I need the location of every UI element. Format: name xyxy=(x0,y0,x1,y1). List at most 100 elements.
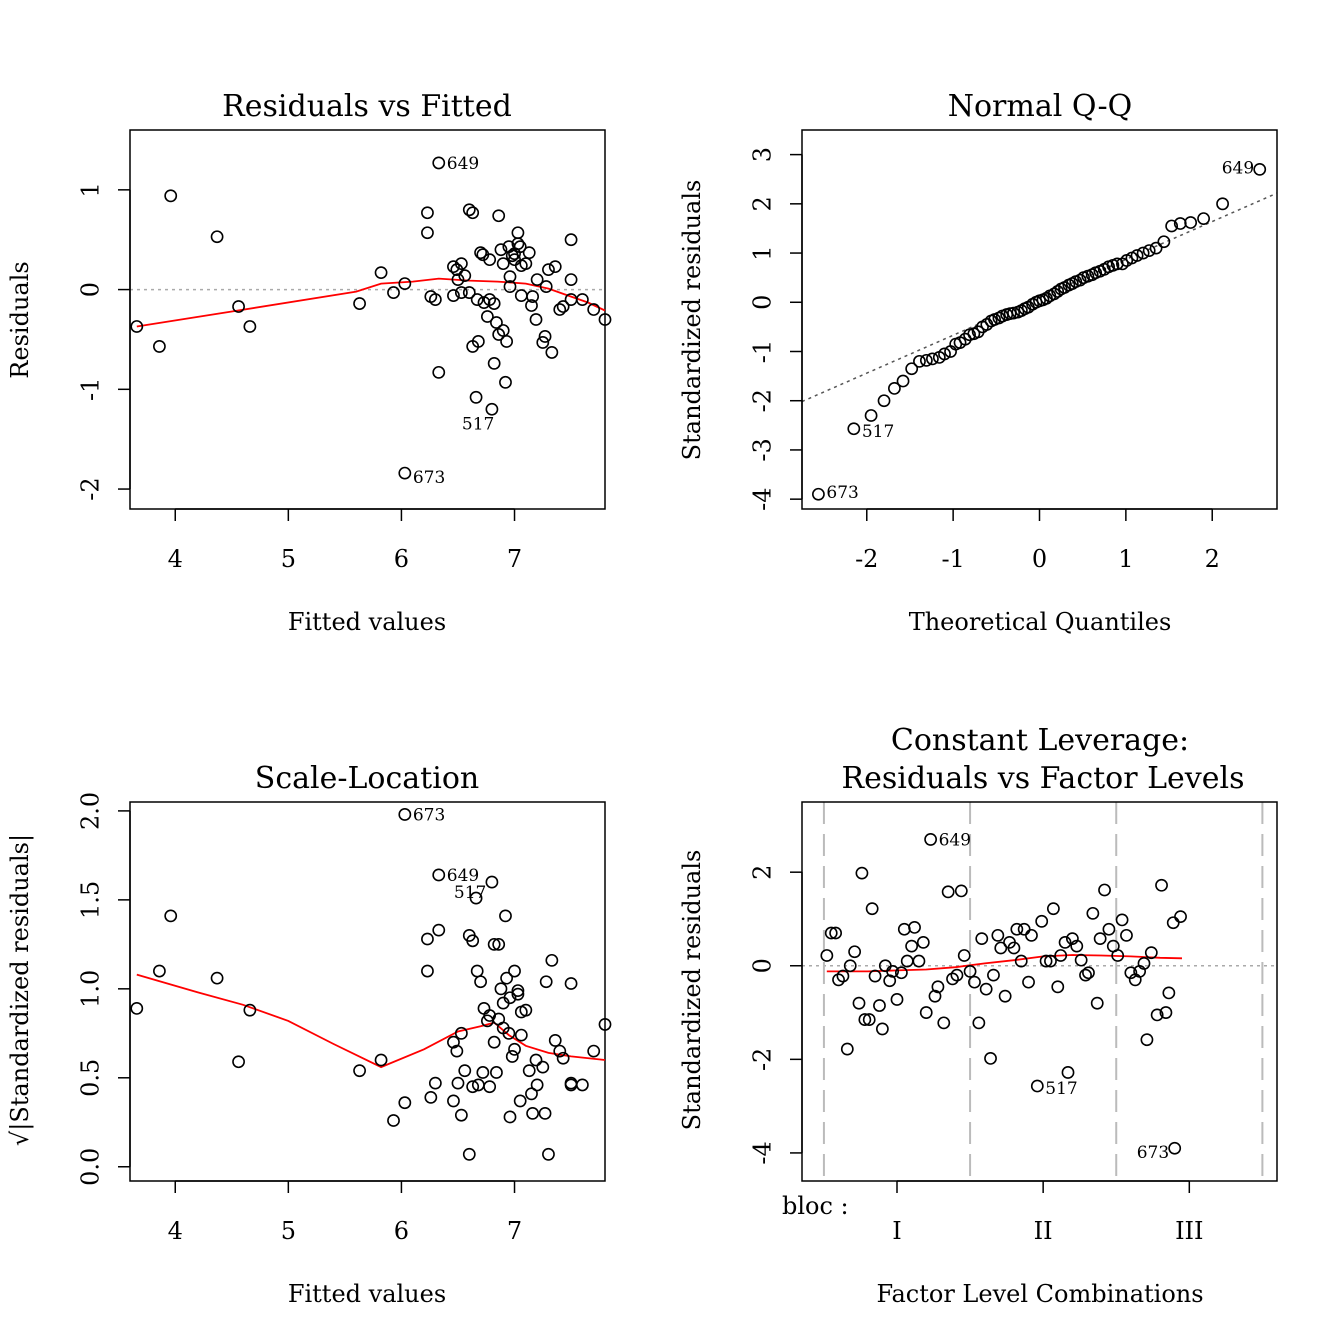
data-point xyxy=(912,954,926,968)
y-tick-label: 3 xyxy=(749,147,777,162)
data-point xyxy=(398,277,412,290)
data-point xyxy=(968,975,981,989)
smoother-line xyxy=(136,973,606,1069)
x-tick-label: 7 xyxy=(507,545,522,573)
data-point xyxy=(539,975,553,989)
data-point xyxy=(556,300,570,313)
data-point xyxy=(913,354,926,368)
data-point xyxy=(487,1035,501,1049)
data-point xyxy=(888,382,901,395)
data-point xyxy=(1070,939,1084,953)
data-point xyxy=(458,269,472,283)
data-point xyxy=(483,293,497,306)
y-axis-label: Standardized residuals xyxy=(678,850,706,1131)
data-point xyxy=(905,939,919,953)
data-point xyxy=(1073,273,1087,287)
data-point xyxy=(941,885,955,899)
data-point xyxy=(470,293,484,306)
data-point xyxy=(896,374,910,388)
data-point xyxy=(492,937,506,951)
y-tick-label: 0 xyxy=(77,282,105,297)
y-axis-label: Residuals xyxy=(6,261,34,378)
data-point xyxy=(916,935,930,949)
data-point xyxy=(470,964,484,978)
data-point xyxy=(1093,932,1107,946)
data-point xyxy=(398,808,412,821)
data-point xyxy=(474,246,487,260)
data-point xyxy=(374,266,388,280)
data-point xyxy=(485,875,499,889)
point-id-label: 649 xyxy=(1222,158,1254,178)
data-point xyxy=(232,300,245,313)
data-point xyxy=(998,989,1012,1003)
data-point xyxy=(505,1050,519,1063)
data-point xyxy=(387,1114,400,1127)
data-point xyxy=(1025,928,1038,942)
data-point xyxy=(575,1078,589,1092)
data-point xyxy=(820,949,834,962)
panel-title: Residuals vs Fitted xyxy=(222,89,512,124)
data-point xyxy=(931,980,945,994)
data-point xyxy=(1115,913,1129,927)
data-point xyxy=(469,891,483,905)
data-point xyxy=(994,941,1008,955)
data-point xyxy=(432,923,446,937)
data-point xyxy=(938,347,951,361)
x-axis-label: Fitted values xyxy=(288,608,446,636)
data-point xyxy=(1014,954,1028,968)
y-tick-label: 1.0 xyxy=(77,970,105,1008)
data-point xyxy=(538,330,552,343)
data-point xyxy=(1082,966,1095,980)
y-tick-label: 2.0 xyxy=(77,792,105,830)
data-point xyxy=(1253,162,1267,176)
data-point xyxy=(564,233,578,247)
data-point xyxy=(987,968,1000,982)
factor-level-label: III xyxy=(1175,1217,1203,1245)
data-point xyxy=(548,260,562,274)
data-point xyxy=(164,189,178,203)
data-point xyxy=(462,203,476,217)
data-point xyxy=(1174,910,1187,924)
data-point xyxy=(1157,235,1171,249)
data-point xyxy=(926,352,939,366)
data-point xyxy=(542,263,555,277)
data-point xyxy=(1074,953,1088,967)
plot-frame xyxy=(801,801,1278,1182)
residuals-vs-factor-levels-panel: Constant Leverage: Residuals vs Factor L… xyxy=(678,723,1278,1308)
data-point xyxy=(1149,241,1163,255)
data-point xyxy=(514,289,528,302)
normal-qq-panel: Normal Q-Q Theoretical Quantiles Standar… xyxy=(678,89,1278,636)
data-point xyxy=(492,328,506,341)
x-tick-label: 2 xyxy=(1205,545,1220,573)
data-point xyxy=(1046,902,1060,916)
data-point xyxy=(954,884,968,898)
data-point xyxy=(447,1094,460,1108)
data-point xyxy=(1159,1006,1173,1019)
data-point xyxy=(210,971,224,985)
data-point xyxy=(454,1108,468,1122)
y-tick-label: -1 xyxy=(77,378,105,401)
smoother-line xyxy=(136,277,606,328)
data-point xyxy=(494,982,508,996)
data-point xyxy=(553,303,567,316)
data-point xyxy=(447,260,460,274)
data-point xyxy=(1058,935,1072,949)
y-tick-label: 1.5 xyxy=(77,881,105,919)
data-point xyxy=(519,1003,533,1017)
data-point xyxy=(542,1147,555,1161)
x-tick-label: -2 xyxy=(855,545,878,573)
panel-title: Normal Q-Q xyxy=(948,89,1133,124)
data-point xyxy=(466,1080,480,1094)
point-id-label: 649 xyxy=(447,154,479,174)
y-tick-label: -2 xyxy=(77,477,105,500)
data-point xyxy=(153,964,166,978)
point-id-label: 673 xyxy=(1137,1143,1169,1163)
x-tick-label: 5 xyxy=(281,545,296,573)
data-point xyxy=(972,1016,986,1030)
data-point xyxy=(1090,996,1104,1010)
data-point xyxy=(454,257,468,271)
data-point xyxy=(483,253,497,267)
data-point xyxy=(545,953,559,967)
data-point xyxy=(499,375,512,389)
